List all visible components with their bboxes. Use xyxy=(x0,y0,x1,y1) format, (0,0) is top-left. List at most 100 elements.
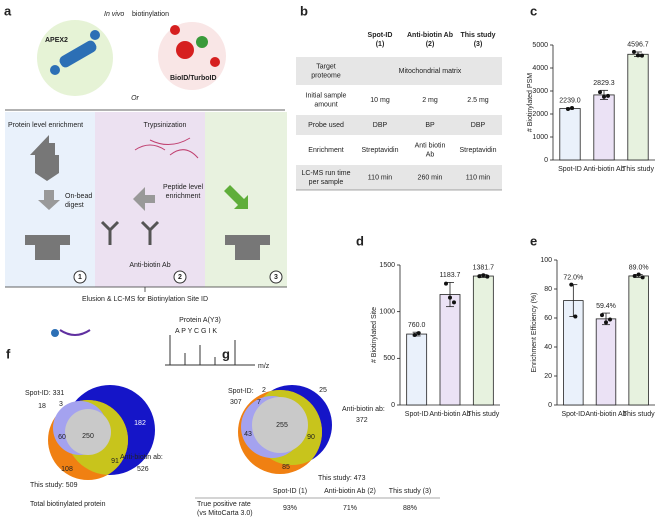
step-label: digest xyxy=(65,202,84,209)
replicate-point xyxy=(640,53,644,58)
replicate-point xyxy=(569,282,574,287)
venn-count: 3 xyxy=(59,401,63,408)
x-tick-label: Anti-biotin Ab xyxy=(585,411,626,418)
y-axis-label: Enrichment Efficiency (%) xyxy=(531,292,538,372)
venn-set-label: Anti-biotin ab: xyxy=(342,406,385,413)
replicate-point xyxy=(636,53,640,58)
biotin xyxy=(50,65,60,75)
replicate-point xyxy=(566,106,570,111)
replicate-point xyxy=(481,273,486,278)
venn-set-label: This study: 509 xyxy=(30,482,78,489)
value-label: 1381.7 xyxy=(473,264,495,271)
arrow xyxy=(133,187,155,211)
table-cell: Probe used xyxy=(308,122,344,129)
value-label: 760.0 xyxy=(408,322,426,329)
panel-label: a xyxy=(4,3,12,18)
replicate-point xyxy=(636,272,641,277)
venn-count: 7 xyxy=(257,399,261,406)
panel-label: e xyxy=(530,233,537,248)
x-tick-label: Spot-ID xyxy=(405,411,429,418)
panel-label: d xyxy=(356,233,364,248)
route-badge xyxy=(269,270,283,284)
replicate-point xyxy=(485,274,490,279)
y-tick-label: 1000 xyxy=(532,134,548,141)
table-cell: BP xyxy=(425,122,435,129)
table-header: Anti-biotin Ab (2) xyxy=(324,488,376,495)
bioid-bubble xyxy=(158,22,226,90)
x-tick-label: This study xyxy=(623,411,655,418)
x-tick-label: Anti-biotin Ab xyxy=(583,166,624,173)
y-tick-label: 100 xyxy=(540,257,552,264)
route-number: 2 xyxy=(178,274,182,281)
y-tick-label: 3000 xyxy=(532,88,548,95)
y-tick-label: 1500 xyxy=(379,262,395,269)
replicate-point xyxy=(452,300,456,305)
table-cell: per sample xyxy=(309,179,344,186)
table-cell: 2 mg xyxy=(422,97,438,104)
table-header: This study (3) xyxy=(389,488,431,495)
table-cell: 2.5 mg xyxy=(467,97,489,104)
panel-label: f xyxy=(6,346,11,361)
table-cell: Streptavidin xyxy=(460,147,497,154)
table-row-bg xyxy=(296,165,502,190)
panel-label: c xyxy=(530,3,537,18)
table-cell: amount xyxy=(314,101,337,108)
bar xyxy=(559,108,581,161)
bar xyxy=(439,294,461,406)
replicate-point xyxy=(640,275,645,280)
arrow xyxy=(38,190,60,210)
bead xyxy=(225,235,270,260)
table-cell: 10 mg xyxy=(370,97,390,104)
value-label: 89.0% xyxy=(629,264,649,271)
venn-set-label: Spot-ID: xyxy=(228,388,254,395)
y-tick-label: 80 xyxy=(544,286,552,293)
replicate-point xyxy=(604,320,608,325)
venn-count: 43 xyxy=(244,431,252,438)
replicate-point xyxy=(412,333,417,337)
replicate-point xyxy=(606,93,610,98)
table-cell: (3) xyxy=(474,41,483,48)
bead xyxy=(30,135,59,181)
venn-set-label: 526 xyxy=(137,466,149,473)
biotin xyxy=(170,25,180,35)
venn-count: 60 xyxy=(58,434,66,441)
table-row-label: True positive rate xyxy=(197,501,251,508)
y-tick-label: 0 xyxy=(391,402,395,409)
venn-circle xyxy=(252,397,308,453)
y-axis-label: # Biotinylated Site xyxy=(371,307,378,363)
value-label: 59.4% xyxy=(596,303,616,310)
replicate-point xyxy=(602,94,606,99)
x-tick-label: Anti-biotin Ab xyxy=(429,411,470,418)
venn-set-label: 307 xyxy=(230,399,242,406)
bioid-part xyxy=(196,36,208,48)
venn-count: 182 xyxy=(134,420,146,427)
venn-set-label: Spot-ID: 331 xyxy=(25,390,64,397)
value-label: 2239.0 xyxy=(559,98,581,105)
axis-label: m/z xyxy=(258,363,270,370)
y-tick-label: 0 xyxy=(548,402,552,409)
table-cell: Enrichment xyxy=(308,147,343,154)
table-cell: Initial sample xyxy=(306,92,347,99)
y-tick-label: 5000 xyxy=(532,42,548,49)
table-cell: DBP xyxy=(471,122,486,129)
table-cell: Anti biotin xyxy=(415,142,446,149)
x-tick-label: This study xyxy=(467,411,499,418)
table-cell: Spot-ID xyxy=(368,32,393,39)
peptides xyxy=(134,137,199,159)
value-label: 1183.7 xyxy=(440,272,461,279)
venn-set-label: This study: 473 xyxy=(318,475,366,482)
table-row-bg xyxy=(296,115,502,135)
replicate-point xyxy=(600,313,604,318)
table-cell: 93% xyxy=(283,505,297,512)
table-cell: (1) xyxy=(376,41,385,48)
value-label: 4596.7 xyxy=(627,42,649,49)
y-tick-label: 40 xyxy=(544,344,552,351)
route-badge xyxy=(73,270,87,284)
table-cell: 88% xyxy=(403,505,417,512)
table-cell: 71% xyxy=(343,505,357,512)
enzyme-label: APEX2 xyxy=(45,37,68,44)
or-label: Or xyxy=(131,95,139,102)
table-cell: Mitochondrial matrix xyxy=(399,68,462,75)
table-cell: LC-MS run time xyxy=(301,170,350,177)
